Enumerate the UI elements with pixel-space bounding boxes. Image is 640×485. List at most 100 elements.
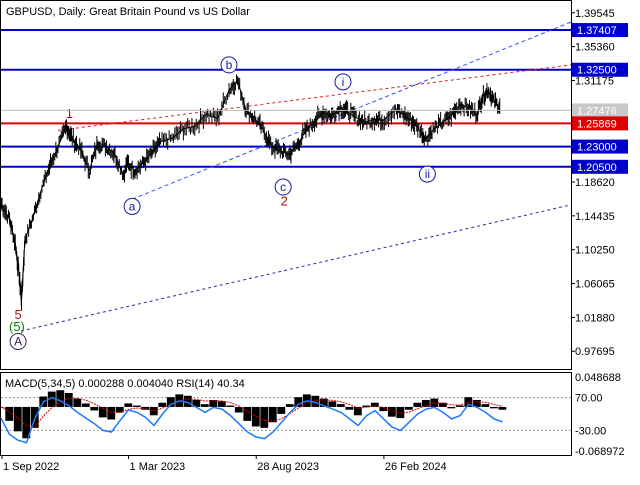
level-label: 1.20500 — [577, 162, 617, 174]
trend-line — [131, 21, 572, 200]
macd-bar — [277, 406, 286, 414]
macd-bar — [379, 406, 388, 412]
macd-bar — [73, 398, 82, 407]
wave-label-circle — [123, 197, 141, 215]
macd-bar — [294, 397, 303, 407]
level-label-box — [572, 23, 628, 38]
macd-bar — [158, 402, 167, 407]
current-price-box — [572, 103, 628, 118]
macd-bar — [81, 403, 90, 407]
price-series — [0, 74, 501, 311]
wave-label: 1 — [66, 106, 73, 121]
macd-bar — [421, 399, 430, 407]
wave-label: c — [280, 180, 286, 194]
macd-bar — [183, 395, 192, 407]
main-pane-frame — [0, 0, 572, 370]
macd-bar — [132, 405, 141, 407]
macd-bar — [345, 406, 354, 410]
wave-label: (5) — [9, 319, 25, 334]
level-label: 1.32500 — [577, 65, 617, 77]
trend-line — [57, 64, 572, 131]
wave-label: b — [226, 58, 233, 72]
macd-bar — [328, 401, 337, 407]
macd-signal-line — [0, 397, 503, 427]
wave-label: ii — [425, 167, 430, 181]
price-tick-label: 1.06065 — [575, 279, 615, 291]
macd-bar — [387, 406, 396, 417]
macd-bar — [404, 406, 413, 410]
macd-bar — [217, 401, 226, 407]
macd-bar — [319, 398, 328, 407]
macd-bar — [268, 406, 277, 423]
macd-bar — [115, 406, 124, 413]
indicator-tick-label: 70.00 — [575, 393, 603, 405]
macd-bar — [200, 404, 209, 407]
macd-bar — [192, 399, 201, 407]
level-label-box — [572, 116, 628, 131]
macd-bar — [498, 406, 507, 410]
macd-bar — [447, 406, 456, 409]
macd-bar — [107, 406, 116, 420]
wave-label: 2 — [281, 194, 288, 209]
macd-bar — [98, 406, 107, 418]
macd-bar — [47, 391, 56, 407]
macd-bar — [362, 405, 371, 407]
macd-bar — [22, 406, 31, 439]
macd-bar — [166, 397, 175, 407]
price-line — [0, 79, 501, 301]
price-tick-label: 1.31175 — [575, 75, 614, 87]
price-tick-label: 1.01880 — [575, 312, 615, 324]
macd-bar — [481, 404, 490, 407]
macd-bar — [285, 404, 294, 407]
macd-bar — [149, 406, 158, 416]
macd-bar — [64, 392, 73, 407]
wave-labels: 1 b i a c2 ii 5(5)A — [9, 56, 436, 351]
time-tick-label: 28 Aug 2023 — [257, 461, 319, 473]
wave-label-circle — [9, 333, 27, 351]
level-label: 1.25869 — [577, 118, 617, 130]
macd-bar — [13, 406, 22, 432]
wave-label: a — [129, 199, 136, 213]
wave-label-circle — [274, 178, 292, 196]
trend-line — [20, 204, 572, 332]
price-tick-label: 1.10250 — [575, 245, 615, 257]
macd-bar — [370, 402, 379, 407]
rsi-line — [0, 396, 503, 444]
wave-label: i — [342, 75, 345, 89]
wave-label-circle — [334, 73, 352, 91]
macd-bar — [311, 395, 320, 407]
wave-label: 5 — [14, 307, 21, 322]
macd-bar — [472, 399, 481, 407]
macd-bar — [336, 404, 345, 407]
macd-bar — [5, 406, 14, 421]
indicator-tick-label: -0.068972 — [575, 446, 625, 458]
level-label-box — [572, 62, 628, 77]
macd-bar — [56, 390, 65, 407]
current-price-label: 1.27476 — [577, 105, 617, 117]
indicator-tick-label: -30.00 — [575, 425, 606, 437]
level-label-box — [572, 159, 628, 174]
macd-bar — [430, 398, 439, 407]
price-tick-label: 1.14435 — [575, 211, 615, 223]
macd-bar — [124, 403, 133, 407]
time-axis: 1 Sep 2022 1 Mar 2023 28 Aug 2023 26 Feb 20… — [1, 455, 447, 473]
chart-title: GBPUSD, Daily: Great Britain Pound vs US… — [6, 6, 250, 18]
price-tick-label: 1.39545 — [575, 8, 615, 20]
time-tick-label: 26 Feb 2024 — [385, 461, 447, 473]
price-tick-label: 1.35360 — [575, 42, 615, 54]
price-axis: 1.39545 1.35360 1.31175 1.27476 1.18620 1.144… — [1, 8, 628, 358]
level-label: 1.23000 — [577, 142, 617, 154]
macd-bar — [90, 406, 99, 411]
macd-bar — [243, 406, 252, 421]
level-label-box — [572, 139, 628, 154]
macd-bar — [209, 399, 218, 407]
macd-bar — [141, 406, 150, 410]
wave-label-circle — [220, 56, 238, 74]
indicator-pane: 0.048688 70.00 -30.00 -0.068972 — [0, 372, 625, 458]
macd-bar — [396, 406, 405, 419]
indicator-title: MACD(5,34,5) 0.000288 0.004040 RSI(14) 4… — [5, 378, 245, 390]
macd-bar — [489, 406, 498, 409]
macd-bar — [413, 402, 422, 407]
